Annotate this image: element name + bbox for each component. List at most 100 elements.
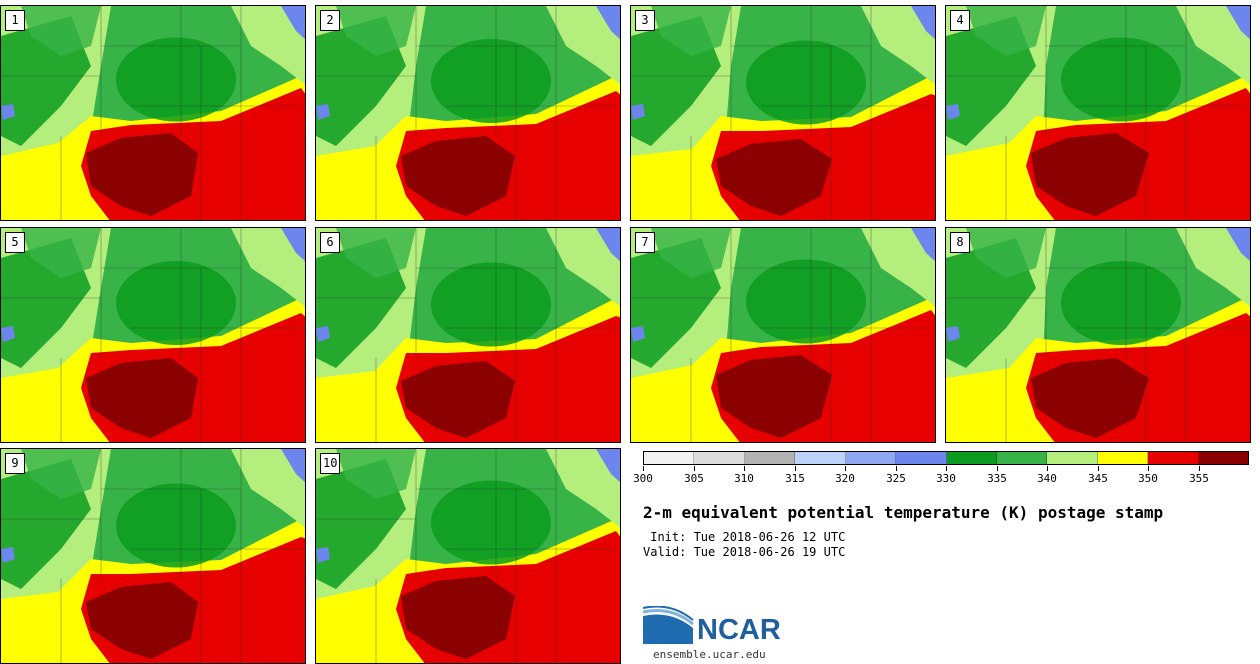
colorbar-box xyxy=(845,452,897,464)
north-west-zone xyxy=(966,6,1046,56)
central-plains-zone xyxy=(431,262,551,347)
dark-red-core xyxy=(401,361,515,438)
logo-url[interactable]: ensemble.ucar.edu xyxy=(653,648,766,661)
colorbar-tick-label: 310 xyxy=(734,472,754,485)
colorbar-tick xyxy=(694,466,695,471)
north-west-zone xyxy=(651,228,731,278)
map-field xyxy=(1,449,305,663)
map-field xyxy=(316,449,620,663)
lake-region xyxy=(596,6,620,40)
colorbar-tick xyxy=(845,466,846,471)
north-west-zone xyxy=(966,228,1046,278)
member-panel-2[interactable]: 2 xyxy=(315,5,621,221)
colorbar xyxy=(643,451,1249,465)
ncar-swoosh-icon xyxy=(643,606,694,644)
coastal-region xyxy=(1,547,15,563)
dark-red-core xyxy=(86,358,198,438)
coastal-region xyxy=(631,104,645,120)
coastal-region xyxy=(631,326,645,342)
lake-region xyxy=(596,449,620,483)
member-panel-6[interactable]: 6 xyxy=(315,227,621,443)
member-panel-8[interactable]: 8 xyxy=(945,227,1251,443)
dark-red-core xyxy=(401,576,515,659)
colorbar-tick xyxy=(1047,466,1048,471)
coastal-region xyxy=(1,104,15,120)
colorbar-tick-label: 325 xyxy=(886,472,906,485)
member-label: 9 xyxy=(5,453,25,474)
dark-red-core xyxy=(716,139,832,216)
map-field xyxy=(631,6,935,220)
map-field xyxy=(1,6,305,220)
dark-red-core xyxy=(401,136,515,216)
member-panel-5[interactable]: 5 xyxy=(0,227,306,443)
north-west-zone xyxy=(21,6,101,56)
colorbar-box xyxy=(744,452,796,464)
central-plains-zone xyxy=(1061,261,1181,345)
north-east-zone xyxy=(1176,6,1250,85)
dark-red-core xyxy=(1031,358,1149,438)
dark-red-core xyxy=(86,133,198,216)
central-plains-zone xyxy=(1061,37,1181,122)
north-east-zone xyxy=(546,6,620,85)
north-west-zone xyxy=(21,449,101,499)
colorbar-tick xyxy=(744,466,745,471)
member-panel-4[interactable]: 4 xyxy=(945,5,1251,221)
north-east-zone xyxy=(861,6,935,85)
north-west-zone xyxy=(336,6,416,56)
member-label: 7 xyxy=(635,232,655,253)
map-field xyxy=(946,228,1250,442)
colorbar-box xyxy=(896,452,947,464)
lake-region xyxy=(596,228,620,262)
central-plains-zone xyxy=(116,483,236,568)
colorbar-tick-label: 330 xyxy=(936,472,956,485)
dark-red-core xyxy=(716,355,832,438)
colorbar-tick xyxy=(997,466,998,471)
member-panel-7[interactable]: 7 xyxy=(630,227,936,443)
coastal-region xyxy=(946,326,960,342)
colorbar-tick-label: 350 xyxy=(1138,472,1158,485)
member-panel-3[interactable]: 3 xyxy=(630,5,936,221)
map-field xyxy=(316,228,620,442)
north-east-zone xyxy=(231,6,305,85)
colorbar-tick xyxy=(795,466,796,471)
member-panel-1[interactable]: 1 xyxy=(0,5,306,221)
product-title: 2-m equivalent potential temperature (K)… xyxy=(643,503,1164,522)
member-panel-10[interactable]: 10 xyxy=(315,448,621,664)
colorbar-tick xyxy=(1148,466,1149,471)
central-plains-zone xyxy=(746,40,866,125)
member-panel-9[interactable]: 9 xyxy=(0,448,306,664)
colorbar-tick-label: 320 xyxy=(835,472,855,485)
north-west-zone xyxy=(336,228,416,278)
member-label: 1 xyxy=(5,10,25,31)
north-west-zone xyxy=(21,228,101,278)
ncar-logo[interactable]: NCAR ensemble.ucar.edu xyxy=(643,606,803,662)
colorbar-box xyxy=(694,452,745,464)
lake-region xyxy=(911,228,935,262)
colorbar-box xyxy=(644,452,695,464)
member-label: 5 xyxy=(5,232,25,253)
lake-region xyxy=(1226,228,1250,262)
member-label: 3 xyxy=(635,10,655,31)
colorbar-box xyxy=(996,452,1048,464)
colorbar-box xyxy=(946,452,997,464)
north-east-zone xyxy=(231,449,305,528)
logo-text: NCAR xyxy=(697,614,781,646)
colorbar-tick-label: 315 xyxy=(785,472,805,485)
coastal-region xyxy=(1,326,15,342)
north-east-zone xyxy=(546,228,620,307)
lake-region xyxy=(281,449,305,483)
central-plains-zone xyxy=(116,37,236,122)
lake-region xyxy=(281,6,305,40)
colorbar-box xyxy=(1097,452,1149,464)
colorbar-tick xyxy=(1098,466,1099,471)
colorbar-box xyxy=(1148,452,1199,464)
colorbar-tick-label: 355 xyxy=(1189,472,1209,485)
member-label: 8 xyxy=(950,232,970,253)
colorbar-tick-label: 305 xyxy=(684,472,704,485)
init-time: Init: Tue 2018-06-26 12 UTC xyxy=(643,530,846,544)
map-field xyxy=(946,6,1250,220)
central-plains-zone xyxy=(431,480,551,565)
map-field xyxy=(1,228,305,442)
member-label: 10 xyxy=(320,453,341,474)
lake-region xyxy=(911,6,935,40)
